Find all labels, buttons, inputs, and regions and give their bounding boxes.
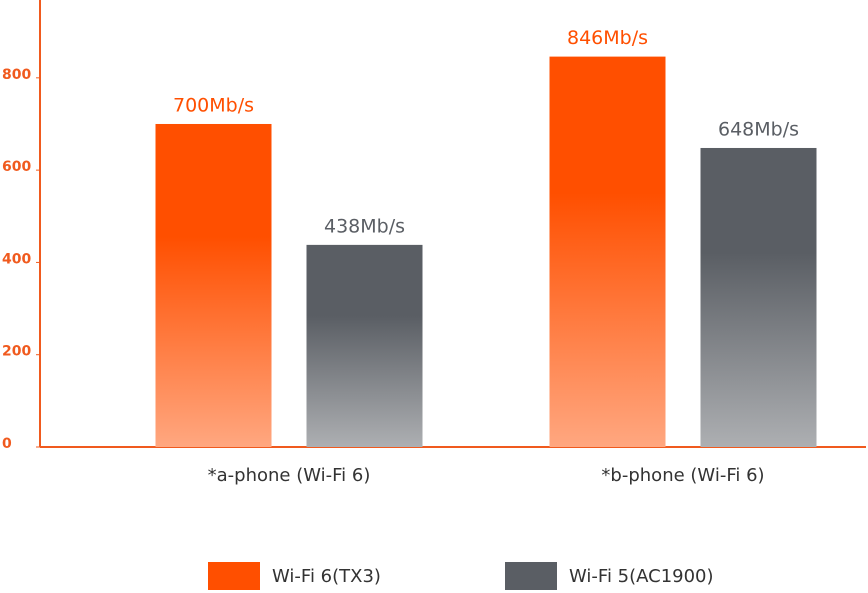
legend-swatch [208,562,260,590]
value-label: 438Mb/s [324,215,405,237]
x-tick-label: *b-phone (Wi-Fi 6) [601,465,764,486]
bar [700,147,817,447]
legend-swatch [505,562,557,590]
value-label: 700Mb/s [173,94,254,116]
y-tick-label: 200 [2,344,31,360]
value-label: 648Mb/s [718,118,799,140]
x-tick-label: *a-phone (Wi-Fi 6) [208,465,371,486]
bar [155,123,272,448]
y-tick-label: 0 [2,436,12,452]
legend-label: Wi-Fi 6(TX3) [272,566,381,587]
y-tick-label: 800 [2,67,31,83]
y-tick-label: 600 [2,159,31,175]
legend-label: Wi-Fi 5(AC1900) [569,566,714,587]
bar [549,56,666,447]
value-label: 846Mb/s [567,27,648,49]
y-tick-label: 400 [2,251,31,267]
bar [306,244,423,447]
